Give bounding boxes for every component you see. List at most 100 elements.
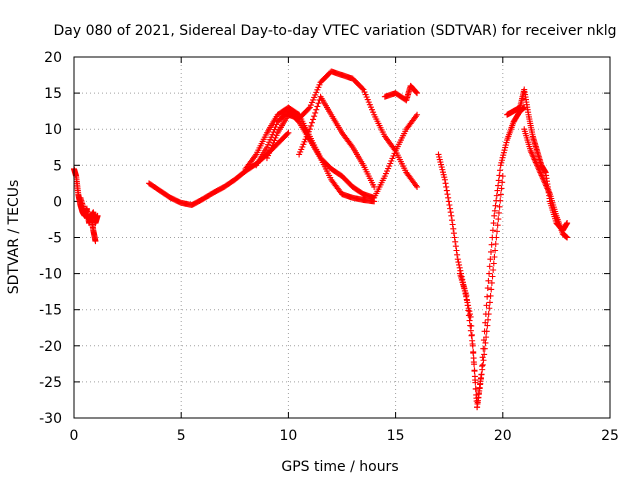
data-point: [470, 348, 477, 355]
data-point: [545, 188, 552, 195]
x-tick-label: 25: [601, 428, 619, 444]
data-point: [485, 316, 492, 323]
data-point: [480, 357, 487, 364]
y-tick-label: -20: [39, 339, 62, 355]
data-point: [308, 119, 315, 126]
data-point: [469, 337, 476, 344]
data-point: [530, 153, 537, 160]
series-arc11: [521, 126, 571, 241]
data-point: [527, 147, 534, 154]
data-point: [452, 238, 459, 245]
data-point: [533, 160, 540, 167]
data-point: [314, 103, 321, 110]
y-tick-label: -15: [39, 303, 62, 319]
data-point: [489, 234, 496, 241]
data-point: [492, 202, 499, 209]
data-point: [491, 207, 498, 214]
data-point: [482, 339, 489, 346]
data-point: [391, 146, 398, 153]
data-point: [444, 191, 451, 198]
data-point: [488, 286, 495, 293]
data-point: [452, 243, 459, 250]
data-point: [456, 264, 463, 271]
data-point: [307, 122, 314, 129]
data-point: [284, 130, 291, 137]
data-point: [454, 256, 461, 263]
data-point: [480, 345, 487, 352]
plot-frame: [73, 56, 611, 419]
data-point: [537, 170, 544, 177]
data-point: [466, 317, 473, 324]
data-point: [546, 189, 553, 196]
data-point: [537, 169, 544, 176]
data-point: [493, 192, 500, 199]
data-point: [466, 311, 473, 318]
data-point: [495, 182, 502, 189]
data-point: [414, 90, 421, 97]
data-point: [312, 109, 319, 116]
data-point: [494, 187, 501, 194]
data-point: [531, 156, 538, 163]
data-point: [536, 166, 543, 173]
data-point: [480, 337, 487, 344]
data-point: [496, 172, 503, 179]
data-point: [497, 191, 504, 198]
data-point: [488, 248, 495, 255]
data-point: [463, 297, 470, 304]
data-point: [530, 155, 537, 162]
data-point: [313, 106, 320, 113]
data-point: [467, 327, 474, 334]
data-point: [412, 88, 419, 95]
data-point: [495, 209, 502, 216]
data-point: [541, 178, 548, 185]
data-point: [482, 311, 489, 318]
data-point: [488, 241, 495, 248]
data-point: [540, 176, 547, 183]
data-point: [499, 179, 506, 186]
data-point: [545, 186, 552, 193]
data-point: [449, 221, 456, 228]
data-point: [455, 259, 462, 266]
data-point: [495, 177, 502, 184]
data-point: [442, 180, 449, 187]
data-point: [535, 165, 542, 172]
x-tick-label: 5: [177, 428, 186, 444]
data-point: [486, 305, 493, 312]
data-point: [94, 212, 101, 219]
data-point: [481, 351, 488, 358]
data-point: [494, 222, 501, 229]
data-point: [471, 373, 478, 380]
grid: [74, 57, 610, 418]
data-point: [443, 187, 450, 194]
data-point: [468, 332, 475, 339]
data-point: [445, 198, 452, 205]
data-point: [445, 194, 452, 201]
data-point: [536, 168, 543, 175]
series-arc9: [456, 104, 528, 411]
data-point: [447, 209, 454, 216]
data-point: [441, 176, 448, 183]
series-arc2: [146, 129, 292, 209]
data-point: [471, 361, 478, 368]
data-point: [492, 247, 499, 254]
data-point: [285, 129, 292, 136]
data-point: [490, 220, 497, 227]
y-tick-label: -30: [39, 411, 62, 427]
y-tick-label: -25: [39, 375, 62, 391]
data-point: [544, 185, 551, 192]
data-point: [532, 157, 539, 164]
data-point: [447, 205, 454, 212]
data-point: [305, 105, 312, 112]
data-point: [450, 230, 457, 237]
data-point: [532, 159, 539, 166]
data-point: [92, 238, 99, 245]
data-point: [479, 363, 486, 370]
data-point: [412, 182, 419, 189]
data-point: [538, 172, 545, 179]
data-point: [481, 328, 488, 335]
data-point: [463, 292, 470, 299]
data-point: [489, 227, 496, 234]
data-point: [414, 111, 421, 118]
y-tick-label: -10: [39, 267, 62, 283]
